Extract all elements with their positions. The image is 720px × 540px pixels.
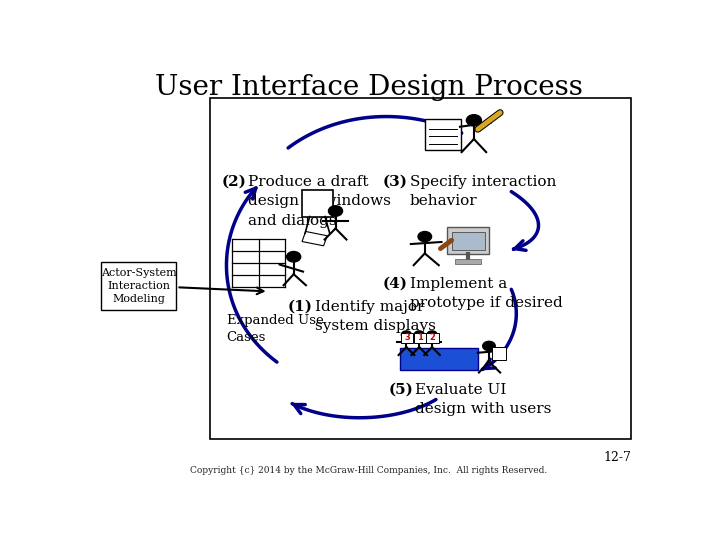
Text: Actor-System
Interaction
Modeling: Actor-System Interaction Modeling: [101, 268, 176, 305]
Bar: [413, 333, 426, 342]
Circle shape: [401, 331, 411, 339]
Bar: [425, 119, 461, 150]
Circle shape: [328, 206, 343, 216]
Text: (3): (3): [383, 175, 408, 189]
Bar: [101, 262, 176, 310]
Bar: [400, 348, 478, 370]
Bar: [456, 259, 481, 265]
Text: (5): (5): [389, 383, 413, 397]
Bar: [302, 190, 333, 217]
Text: Copyright {c} 2014 by the McGraw-Hill Companies, Inc.  All rights Reserved.: Copyright {c} 2014 by the McGraw-Hill Co…: [190, 465, 548, 475]
Circle shape: [467, 114, 482, 126]
Text: Produce a draft
design of windows
and dialogs: Produce a draft design of windows and di…: [248, 175, 391, 228]
Circle shape: [427, 331, 437, 339]
Bar: [492, 347, 505, 360]
Bar: [426, 333, 438, 342]
Circle shape: [482, 341, 495, 350]
Circle shape: [418, 232, 431, 241]
Text: (2): (2): [221, 175, 246, 189]
Circle shape: [287, 252, 301, 262]
Bar: [210, 98, 631, 439]
Bar: [447, 227, 489, 254]
Text: (4): (4): [383, 277, 408, 291]
Text: 2: 2: [430, 334, 436, 342]
Text: 3: 3: [404, 334, 410, 342]
Circle shape: [414, 331, 424, 339]
Text: 1: 1: [417, 334, 423, 342]
Text: (1): (1): [288, 300, 313, 314]
Text: Expanded Use
Cases: Expanded Use Cases: [227, 314, 323, 345]
Text: Evaluate UI
design with users: Evaluate UI design with users: [415, 383, 552, 416]
Text: 12-7: 12-7: [603, 451, 631, 464]
Text: User Interface Design Process: User Interface Design Process: [155, 74, 583, 101]
Bar: [451, 232, 485, 250]
Text: Identify major
system displays: Identify major system displays: [315, 300, 436, 333]
Text: Implement a
prototype if desired: Implement a prototype if desired: [410, 277, 562, 310]
Text: Specify interaction
behavior: Specify interaction behavior: [410, 175, 556, 208]
Bar: [302, 232, 327, 246]
Bar: [401, 333, 413, 342]
